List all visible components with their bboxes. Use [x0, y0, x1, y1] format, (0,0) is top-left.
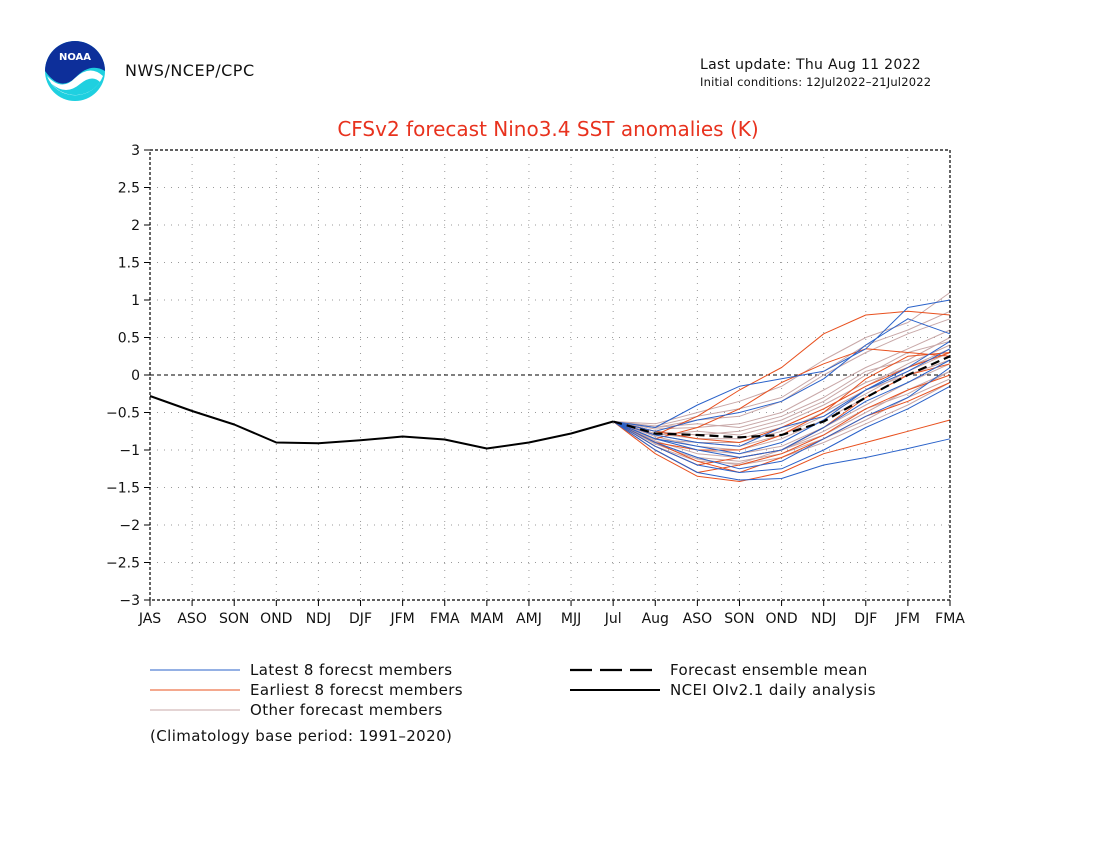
logo-text: NOAA	[59, 52, 91, 63]
y-tick-label: 0.5	[118, 331, 140, 347]
initial-conditions: Initial conditions: 12Jul2022–21Jul2022	[700, 75, 932, 89]
x-tick-label: NDJ	[306, 611, 331, 627]
series-other-member	[613, 318, 951, 428]
x-tick-label: FMA	[935, 611, 965, 627]
x-tick-label: DJF	[854, 611, 877, 627]
legend-label-analysis: NCEI OIv2.1 daily analysis	[670, 681, 876, 699]
series-other-member	[613, 344, 951, 440]
series-layer	[149, 292, 951, 482]
agency-label: NWS/NCEP/CPC	[125, 61, 255, 80]
series-earliest-member	[612, 419, 951, 482]
x-tick-label: ASO	[177, 611, 206, 627]
x-tick-label: Aug	[642, 611, 669, 627]
y-tick-label: −2.5	[106, 556, 140, 572]
series-other-member	[613, 359, 951, 443]
legend-label-mean: Forecast ensemble mean	[670, 661, 868, 679]
series-other-member	[613, 340, 951, 436]
y-tick-label: −1.5	[106, 481, 140, 497]
chart-title: CFSv2 forecast Nino3.4 SST anomalies (K)	[337, 117, 758, 141]
y-tick-label: 2.5	[118, 181, 140, 197]
last-update: Last update: Thu Aug 11 2022	[700, 57, 921, 73]
grid	[150, 150, 950, 600]
x-tick-label: AMJ	[516, 611, 542, 627]
series-latest-member	[613, 340, 951, 447]
series-latest-member	[612, 367, 951, 470]
series-latest-member	[613, 299, 951, 428]
series-earliest-member	[613, 310, 951, 436]
x-tick-label: DJF	[349, 611, 372, 627]
climatology-note: (Climatology base period: 1991–2020)	[150, 727, 453, 745]
y-tick-label: −0.5	[106, 406, 140, 422]
x-tick-label: ASO	[683, 611, 712, 627]
y-tick-label: 1.5	[118, 256, 140, 272]
y-tick-label: 0	[131, 368, 140, 384]
series-latest-member	[613, 359, 951, 458]
x-tick-label: FMA	[430, 611, 460, 627]
series-latest-member	[612, 421, 951, 481]
y-tick-label: 1	[131, 293, 140, 309]
legend-label-latest: Latest 8 forecst members	[250, 661, 452, 679]
noaa-logo: NOAA	[45, 41, 105, 101]
series-other-member	[613, 348, 951, 436]
axes: 3 2.5 2 1.5 1 0.5 0 −0.5 −1 −1.5 −2 −2.5 −3 JAS ASO SON…	[106, 143, 965, 627]
y-tick-label: −3	[119, 593, 140, 609]
series-earliest-member	[612, 382, 951, 473]
series-latest-member	[613, 318, 951, 432]
y-tick-label: 3	[131, 143, 140, 159]
series-latest-member	[613, 348, 951, 455]
x-tick-label: JFM	[895, 611, 920, 627]
x-tick-label: SON	[724, 611, 754, 627]
x-tick-label: OND	[765, 611, 797, 627]
x-tick-label: MJJ	[561, 611, 581, 627]
series-ensemble-mean	[612, 355, 951, 439]
series-other-member	[613, 310, 951, 427]
series-latest-member	[612, 385, 951, 473]
y-tick-label: 2	[131, 218, 140, 234]
legend-label-earliest: Earliest 8 forecst members	[250, 681, 463, 699]
y-tick-label: −2	[119, 518, 140, 534]
x-tick-label: NDJ	[811, 611, 836, 627]
legend: Latest 8 forecst members Earliest 8 forec…	[150, 661, 876, 719]
x-tick-label: JAS	[138, 611, 161, 627]
x-tick-label: Jul	[604, 611, 622, 627]
x-tick-label: OND	[260, 611, 292, 627]
x-tick-label: SON	[219, 611, 249, 627]
series-analysis	[149, 395, 614, 450]
legend-label-other: Other forecast members	[250, 701, 443, 719]
y-tick-label: −1	[119, 443, 140, 459]
x-tick-label: JFM	[389, 611, 414, 627]
x-tick-label: MAM	[470, 611, 504, 627]
